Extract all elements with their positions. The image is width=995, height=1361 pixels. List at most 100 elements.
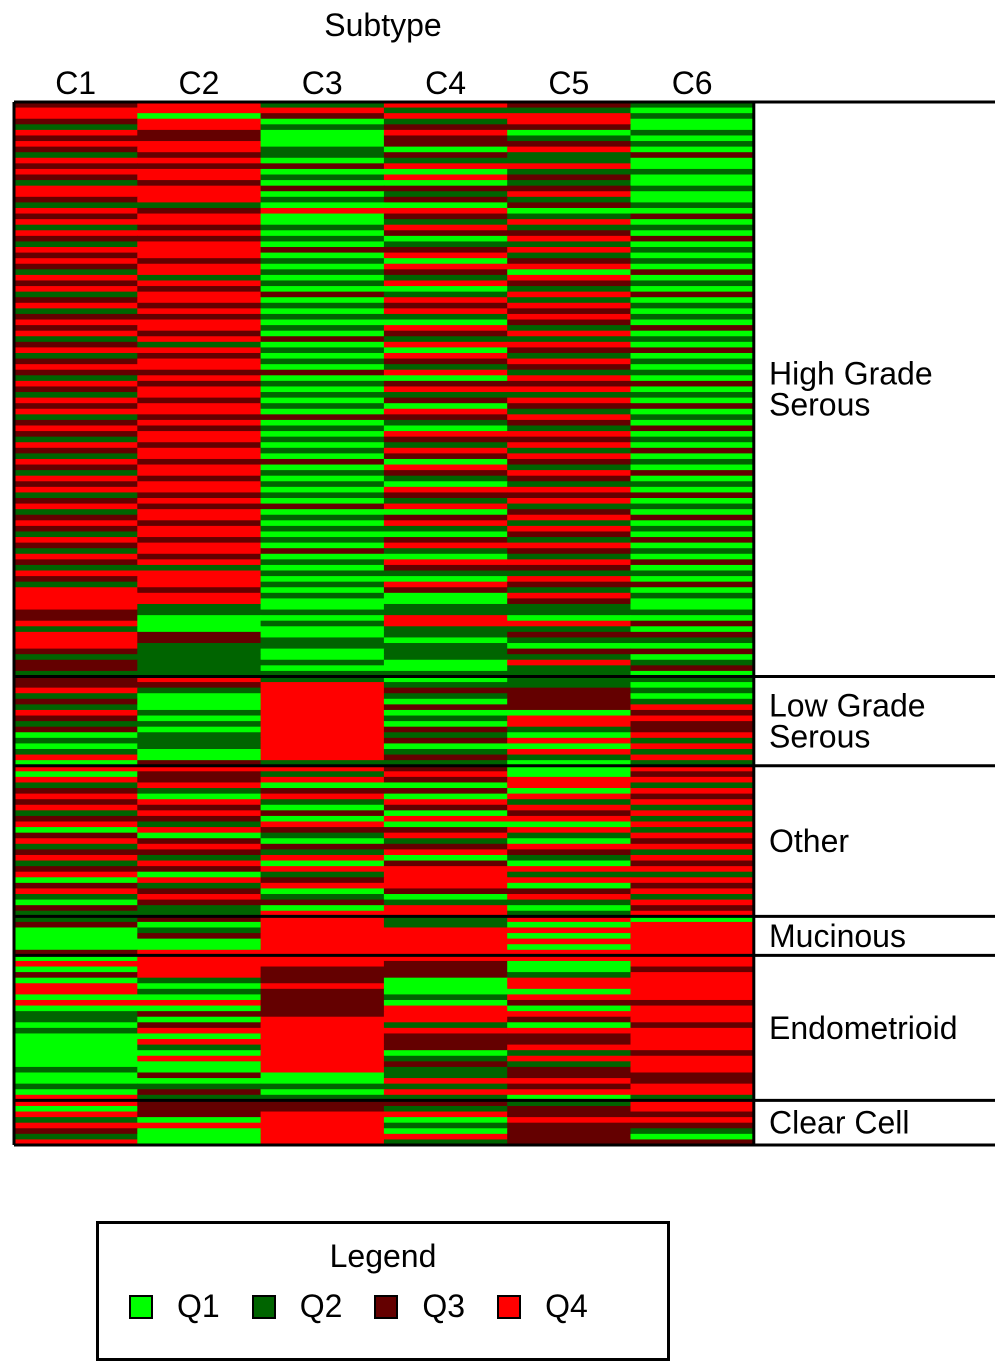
heatmap-cell <box>507 191 632 198</box>
heatmap-cell <box>137 352 262 360</box>
heatmap-cell <box>383 247 508 254</box>
heatmap-cell <box>260 620 385 627</box>
heatmap-cell <box>14 659 138 666</box>
heatmap-cell <box>383 1016 508 1023</box>
heatmap-cell <box>14 620 138 627</box>
heatmap-cell <box>260 682 385 689</box>
heatmap-cell <box>630 542 755 549</box>
heatmap-cell <box>137 196 262 203</box>
heatmap-cell <box>137 916 262 923</box>
heatmap-cell <box>630 146 755 153</box>
heatmap-cell <box>383 252 508 259</box>
heatmap-cell <box>260 782 385 789</box>
heatmap-cell <box>260 1083 385 1090</box>
heatmap-cell <box>137 286 262 293</box>
heatmap-cell <box>137 129 262 137</box>
heatmap-cell <box>507 1039 632 1046</box>
heatmap-cell <box>383 207 508 215</box>
heatmap-cell <box>137 921 262 929</box>
heatmap-cell <box>630 587 755 594</box>
heatmap-cell <box>507 403 632 410</box>
heatmap-cell <box>14 732 138 739</box>
heatmap-cell <box>383 810 508 817</box>
heatmap-cell <box>507 514 632 521</box>
heatmap-cell <box>383 380 508 388</box>
heatmap-cell <box>14 810 138 817</box>
heatmap-cell <box>137 654 262 661</box>
heatmap-cell <box>137 503 262 510</box>
heatmap-cell <box>630 252 755 259</box>
heatmap-cell <box>14 877 138 884</box>
heatmap-cell <box>137 620 262 627</box>
heatmap-cell <box>507 871 632 878</box>
heatmap-cell <box>260 152 385 159</box>
heatmap-cell <box>507 1089 632 1096</box>
heatmap-cell <box>137 1083 262 1090</box>
heatmap-cell <box>507 1083 632 1090</box>
heatmap-cell <box>137 704 262 711</box>
heatmap-cell <box>630 1105 755 1113</box>
heatmap-cell <box>137 302 262 309</box>
heatmap-cell <box>260 168 385 176</box>
heatmap-cell <box>507 509 632 516</box>
heatmap-cell <box>260 799 385 806</box>
heatmap-cell <box>14 1027 138 1035</box>
heatmap-cell <box>630 916 755 923</box>
heatmap-cell <box>383 1083 508 1090</box>
heatmap-cell <box>14 944 138 951</box>
heatmap-cell <box>14 1105 138 1113</box>
heatmap-cell <box>507 202 632 209</box>
heatmap-cell <box>630 631 755 639</box>
heatmap-cell <box>14 972 138 979</box>
heatmap-cell <box>630 548 755 555</box>
heatmap-cell <box>137 548 262 555</box>
heatmap-cell <box>507 1027 632 1035</box>
heatmap-cell <box>630 1072 755 1079</box>
heatmap-cell <box>630 447 755 454</box>
heatmap-cell <box>137 994 262 1001</box>
heatmap-cell <box>383 721 508 728</box>
heatmap-cell <box>383 157 508 164</box>
heatmap-cell <box>137 587 262 594</box>
heatmap-cell <box>383 676 508 683</box>
heatmap-cell <box>507 1122 632 1129</box>
heatmap-cell <box>507 559 632 566</box>
heatmap-cell <box>260 1128 385 1135</box>
group-label-line: Other <box>769 823 849 859</box>
heatmap-cell <box>507 436 632 443</box>
heatmap-cell <box>630 235 755 243</box>
heatmap-cell <box>383 927 508 934</box>
heatmap-cell <box>14 888 138 895</box>
heatmap-cell <box>383 152 508 159</box>
heatmap-cell <box>383 1089 508 1096</box>
column-label: C5 <box>548 65 589 101</box>
heatmap-cell <box>137 247 262 254</box>
heatmap-cell <box>137 849 262 856</box>
legend-item: Q2 <box>251 1288 342 1325</box>
heatmap-cell <box>630 810 755 817</box>
column-label: C1 <box>55 65 96 101</box>
heatmap-cell <box>630 347 755 354</box>
heatmap-cell <box>137 313 262 321</box>
heatmap-cell <box>507 1133 632 1141</box>
heatmap-cell <box>14 336 138 343</box>
heatmap-cell <box>14 425 138 432</box>
heatmap-cell <box>383 274 508 282</box>
heatmap-cell <box>14 302 138 309</box>
heatmap-cell <box>507 860 632 867</box>
heatmap-cell <box>383 174 508 181</box>
heatmap-cell <box>14 525 138 533</box>
heatmap-cell <box>14 737 138 745</box>
heatmap-cell <box>383 319 508 326</box>
heatmap-cell <box>507 743 632 750</box>
heatmap-cell <box>260 626 385 633</box>
heatmap-cell <box>507 475 632 482</box>
heatmap-cell <box>507 637 632 644</box>
heatmap-cell <box>14 1083 138 1090</box>
heatmap-cell <box>14 230 138 237</box>
heatmap-cell <box>630 486 755 494</box>
heatmap-cell <box>260 637 385 644</box>
heatmap-cell <box>14 291 138 298</box>
heatmap-cell <box>383 832 508 839</box>
heatmap-cell <box>507 258 632 265</box>
